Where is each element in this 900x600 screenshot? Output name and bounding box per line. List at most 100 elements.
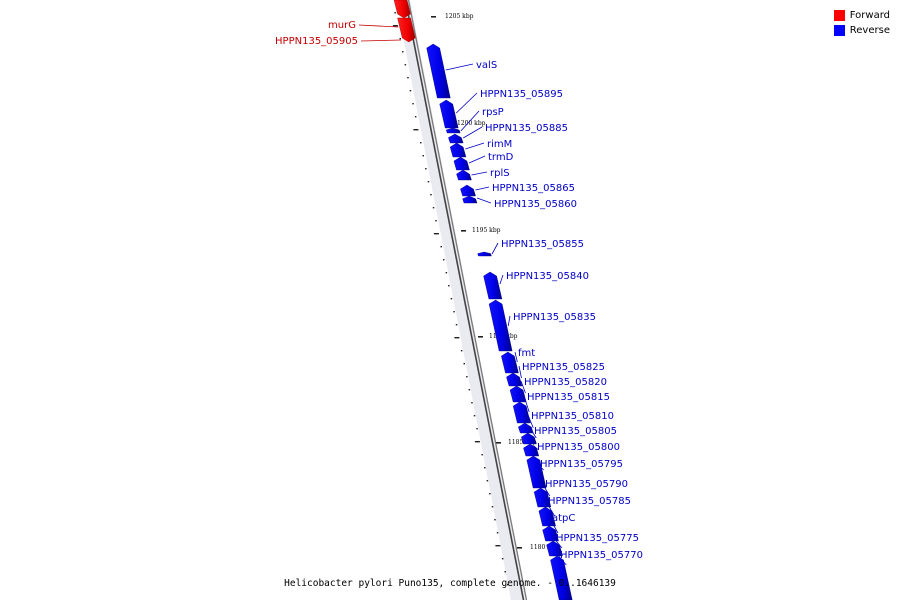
gene-block[interactable]	[393, 0, 411, 19]
leader-line	[468, 155, 486, 164]
gene-label[interactable]: trmD	[488, 152, 514, 163]
tick-mark	[496, 442, 501, 444]
tick-mark	[478, 336, 483, 338]
scale-dot	[432, 207, 435, 209]
gene-label[interactable]: HPPN135_05895	[480, 89, 563, 100]
leader-line	[507, 315, 511, 327]
backbone-line-inner	[404, 0, 525, 600]
gene-block[interactable]	[546, 540, 563, 557]
leader-line	[455, 92, 478, 114]
scale-dot	[427, 181, 430, 183]
scale-dot	[473, 415, 476, 417]
scale-dot	[507, 584, 509, 586]
reverse-swatch	[833, 25, 845, 36]
leader-line	[533, 445, 539, 451]
leader-line	[491, 242, 499, 255]
gene-block[interactable]	[477, 251, 492, 257]
gene-block[interactable]	[550, 555, 573, 600]
gene-block[interactable]	[523, 443, 540, 457]
gene-label[interactable]: HPPN135_05800	[537, 442, 620, 453]
gene-label[interactable]: HPPN135_05770	[560, 550, 643, 561]
gene-block[interactable]	[456, 169, 472, 181]
scale-dot	[489, 493, 491, 495]
scale-dot	[413, 129, 419, 131]
gene-label[interactable]: HPPN135_05860	[494, 199, 577, 210]
gene-block[interactable]	[526, 455, 547, 489]
gene-label[interactable]: rpsP	[482, 107, 504, 118]
gene-label[interactable]: HPPN135_05790	[545, 479, 628, 490]
tick-label: 1200 kbp	[457, 120, 486, 127]
legend-forward-label: Forward	[849, 10, 890, 21]
gene-block[interactable]	[506, 372, 523, 387]
gene-block[interactable]	[512, 401, 531, 424]
gene-label[interactable]: HPPN135_05885	[485, 123, 568, 134]
scale-dot	[445, 272, 448, 274]
scale-dot	[468, 389, 471, 391]
gene-label[interactable]: atpC	[552, 513, 575, 524]
gene-label[interactable]: HPPN135_05810	[531, 411, 614, 422]
gene-label[interactable]: HPPN135_05795	[540, 459, 623, 470]
scale-dot	[495, 545, 501, 547]
gene-label[interactable]: HPPN135_05820	[524, 377, 607, 388]
gene-block[interactable]	[542, 525, 559, 542]
scale-dot	[433, 233, 439, 235]
tick-label: 1195 kbp	[472, 227, 501, 234]
scale-dot	[412, 103, 414, 105]
gene-label[interactable]: HPPN135_05855	[501, 239, 584, 250]
genome-caption: Helicobacter pylori Puno135, complete ge…	[284, 578, 616, 589]
scale-dot	[494, 519, 496, 521]
gene-block[interactable]	[509, 385, 527, 403]
gene-block[interactable]	[488, 299, 513, 352]
scale-dot	[402, 51, 404, 53]
gene-label[interactable]: murG	[328, 20, 356, 31]
leader-line	[548, 516, 559, 534]
scale-dot	[422, 155, 424, 157]
leader-line	[358, 24, 399, 28]
tick-mark	[431, 16, 436, 18]
gene-block[interactable]	[462, 195, 478, 204]
backbone-line	[407, 0, 528, 600]
scale-dot	[453, 311, 455, 313]
gene-block[interactable]	[426, 43, 451, 99]
leader-line	[523, 395, 530, 413]
leader-line	[514, 351, 518, 363]
gene-label[interactable]: valS	[476, 60, 497, 71]
gene-label[interactable]: HPPN135_05835	[513, 312, 596, 323]
gene-block[interactable]	[453, 156, 470, 171]
gene-label[interactable]: HPPN135_05815	[527, 392, 610, 403]
gene-block[interactable]	[501, 351, 519, 374]
gene-block[interactable]	[483, 271, 503, 300]
gene-label[interactable]: HPPN135_05865	[492, 183, 575, 194]
gene-block[interactable]	[397, 17, 416, 43]
leader-line	[520, 380, 526, 394]
leader-line	[530, 429, 537, 439]
gene-block[interactable]	[445, 127, 461, 134]
leader-line	[471, 171, 488, 176]
scale-dot	[476, 428, 478, 430]
gene-block[interactable]	[439, 99, 459, 129]
gene-label[interactable]: HPPN135_05775	[556, 533, 639, 544]
scale-dot	[454, 337, 460, 339]
gene-block[interactable]	[448, 133, 464, 144]
gene-label[interactable]: HPPN135_05805	[534, 426, 617, 437]
gene-block[interactable]	[521, 432, 537, 445]
gene-block[interactable]	[449, 142, 467, 158]
gene-labels: murG HPPN135_05905 valS HPPN135_05895 rpsP HP…	[275, 20, 643, 561]
gene-label[interactable]: HPPN135_05785	[548, 496, 631, 507]
legend-reverse-label: Reverse	[849, 25, 890, 36]
gene-label[interactable]: HPPN135_05840	[506, 271, 589, 282]
scale-dot	[491, 506, 494, 508]
scale-dot	[409, 90, 412, 92]
gene-label[interactable]: HPPN135_05905	[275, 36, 358, 47]
scale-dot	[430, 194, 432, 196]
gene-label[interactable]: rimM	[487, 139, 512, 150]
gene-label[interactable]: rplS	[490, 168, 510, 179]
gene-block[interactable]	[518, 422, 534, 434]
scale-dot	[450, 298, 453, 300]
gene-label[interactable]: HPPN135_05825	[522, 362, 605, 373]
scale-dot	[407, 77, 409, 79]
gene-block[interactable]	[460, 184, 476, 197]
leader-line	[465, 142, 485, 150]
gene-label[interactable]: fmt	[518, 348, 535, 359]
gene-leader-lines	[358, 24, 567, 566]
